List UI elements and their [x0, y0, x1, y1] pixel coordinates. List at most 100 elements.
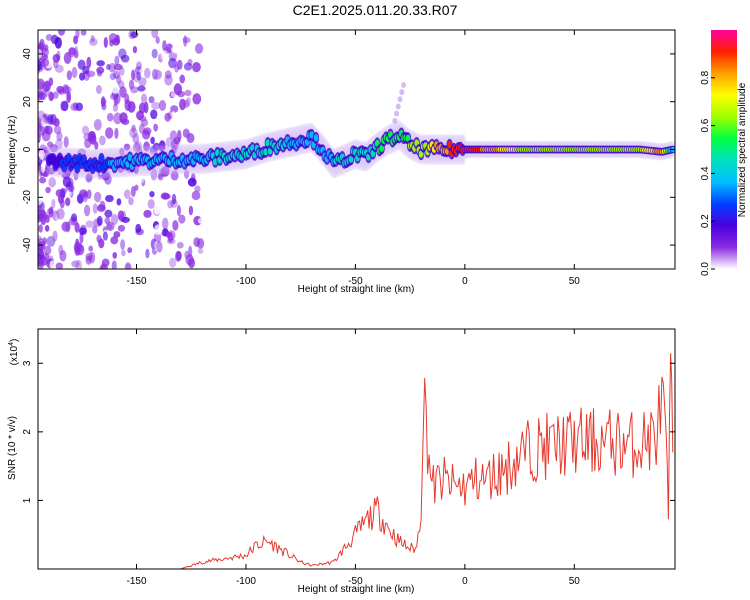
spectrogram-speckle [176, 241, 184, 249]
spectrogram-speckle [194, 185, 201, 193]
spectrogram-speckle [38, 235, 42, 242]
spectrogram-speckle [154, 224, 163, 236]
spectrogram-speckle [114, 55, 120, 66]
spectrogram-speckle [128, 79, 135, 90]
spectrogram-speckle [98, 135, 106, 146]
spectrogram-speckle [170, 139, 179, 151]
spectrogram-ridge-core [75, 164, 80, 172]
snr-x-tick-label: -50 [348, 576, 363, 587]
spectrogram-panel: -150 -100 -50 0 50 -40 -20 0 20 40 Height of str… [7, 29, 676, 295]
spectrogram-speckle [185, 254, 194, 266]
spectrogram-speckle [38, 131, 41, 140]
spectrogram-speckle [138, 102, 146, 114]
spectrogram-speckle [52, 230, 58, 242]
spectrogram-speckle [77, 117, 85, 128]
spectrogram-speckle [101, 171, 110, 181]
spectrogram-speckle [79, 72, 86, 81]
spectrogram-speckle [125, 43, 134, 53]
spectrogram-y-ticks: -40 -20 0 20 40 [22, 48, 675, 252]
spectrogram-speckle [74, 222, 80, 233]
spectrogram-speckle [165, 137, 173, 147]
snr-background [38, 329, 675, 569]
spectrogram-speckle [84, 80, 90, 87]
spectrogram-speckle [103, 37, 108, 48]
spectrogram-speckle [171, 193, 177, 205]
spectrogram-speckle [104, 216, 111, 225]
spectrogram-speckle [45, 33, 53, 41]
spectrogram-speckle [66, 70, 73, 81]
spectrogram-speckle [93, 191, 102, 203]
spectrogram-speckle [399, 89, 405, 96]
spectrogram-speckle [163, 249, 169, 258]
spectrogram-speckle [44, 80, 51, 91]
spectrogram-speckle [151, 68, 158, 80]
spectrogram-speckle [93, 118, 102, 131]
spectrogram-speckle [136, 71, 142, 81]
spectrogram-speckle [49, 91, 55, 101]
spectrogram-speckle [106, 112, 114, 122]
spectrogram-speckle [65, 221, 71, 233]
spectrogram-speckle [138, 173, 145, 184]
spectrogram-speckle [79, 189, 88, 198]
spectrogram-speckle [183, 99, 190, 109]
spectrogram-speckle [113, 70, 120, 79]
spectrogram-speckle [100, 96, 106, 108]
spectrogram-speckle [121, 249, 126, 257]
snr-panel: -150 -100 -50 0 50 1 2 3 Height of straight li… [7, 328, 676, 595]
spectrogram-speckle [98, 238, 105, 249]
spectrogram-speckle [41, 129, 51, 142]
spectrogram-speckle [143, 209, 152, 218]
spectrogram-speckle [117, 210, 125, 221]
spectrogram-ridge-core [309, 131, 315, 139]
spectrogram-ridge-core [313, 134, 319, 142]
spectrogram-ridge-core [405, 134, 411, 142]
spectrogram-speckle [140, 93, 148, 104]
spectrogram-speckle [57, 88, 65, 95]
spectrogram-speckle [148, 96, 155, 104]
spectrogram-speckle [85, 173, 93, 183]
spectrogram-y-tick-label: -20 [22, 190, 33, 205]
spectrogram-speckle [65, 92, 70, 104]
spectrogram-speckle [127, 247, 133, 254]
spectrogram-speckle [176, 204, 181, 217]
spectrogram-speckle [71, 66, 78, 79]
spectrogram-speckle [149, 81, 155, 89]
spectrogram-speckle [46, 235, 56, 247]
spectrogram-speckle [153, 123, 158, 132]
spectrogram-speckle [88, 130, 96, 140]
spectrogram-speckle [119, 147, 125, 157]
spectrogram-speckle [131, 69, 136, 81]
spectrogram-speckle [39, 38, 45, 50]
spectrogram-speckle [96, 215, 103, 227]
spectrogram-speckle [108, 62, 116, 73]
spectrogram-speckle [168, 257, 177, 268]
snr-y-multiplier: (x104) [8, 339, 20, 366]
spectrogram-speckle [80, 30, 87, 36]
spectrogram-speckle [137, 252, 143, 260]
spectrogram-speckle [145, 63, 152, 73]
spectrogram-speckle [39, 176, 47, 184]
spectrogram-speckle [142, 127, 152, 136]
spectrogram-speckle [86, 70, 96, 78]
colorbar-tick-label: 0.6 [700, 118, 711, 132]
spectrogram-speckle [66, 90, 72, 103]
spectrogram-speckle [152, 142, 161, 151]
spectrogram-speckle [130, 86, 139, 94]
spectrogram-speckle [90, 34, 95, 43]
spectrogram-speckle [183, 35, 188, 47]
spectrogram-speckle [186, 96, 191, 107]
colorbar-tick-label: 0.4 [700, 166, 711, 180]
spectrogram-speckle [78, 227, 87, 236]
spectrogram-speckle [48, 77, 54, 86]
spectrogram-ridge-core [99, 155, 104, 163]
spectrogram-ridge-core [263, 148, 269, 156]
snr-x-tick-label: 0 [462, 576, 468, 587]
spectrogram-speckle [183, 169, 190, 179]
spectrogram-y-tick-label: -40 [22, 237, 33, 252]
spectrogram-speckle [52, 91, 59, 99]
spectrogram-speckle [58, 194, 64, 204]
spectrogram-speckle [145, 248, 150, 259]
spectrogram-speckle [157, 172, 164, 181]
spectrogram-speckle [158, 100, 167, 111]
spectrogram-speckle [131, 124, 136, 133]
